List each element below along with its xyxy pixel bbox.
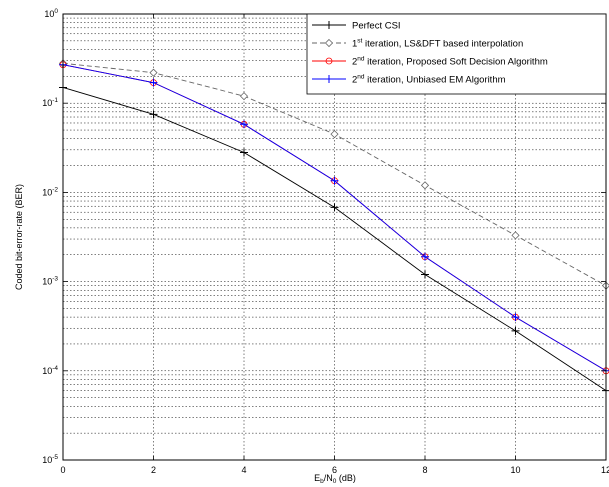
- data-point: [149, 68, 158, 77]
- data-point: [421, 252, 429, 261]
- legend-label: 2nd iteration, Unbiased EM Algorithm: [352, 74, 506, 86]
- legend-marker: [325, 75, 333, 83]
- axis-ticks: 0 2 4 6 8 10 12 10-5 10-4 10-3 10-2 10-1 100: [42, 8, 609, 475]
- legend-marker: [325, 21, 333, 29]
- legend-label: 1st iteration, LS&DFT based interpolatio…: [352, 38, 523, 50]
- data-point: [149, 110, 158, 119]
- y-tick-label: 100: [44, 8, 58, 19]
- data-point: [511, 231, 520, 240]
- legend: Perfect CSI 1st iteration, LS&DFT based i…: [306, 13, 607, 95]
- y-tick-label: 10-1: [42, 97, 58, 108]
- legend-item-1: 1st iteration, LS&DFT based interpolatio…: [312, 38, 523, 50]
- x-tick-label: 2: [151, 465, 156, 475]
- x-tick-label: 6: [332, 465, 337, 475]
- legend-marker: [324, 38, 334, 48]
- legend-item-0: Perfect CSI: [312, 21, 401, 32]
- data-point: [421, 270, 429, 279]
- data-point: [240, 120, 248, 129]
- data-point: [240, 148, 248, 157]
- x-tick-label: 4: [241, 465, 246, 475]
- data-point: [330, 176, 339, 185]
- legend-item-3: 2nd iteration, Unbiased EM Algorithm: [312, 74, 506, 86]
- legend-box: [306, 13, 607, 95]
- legend-item-2: 2nd iteration, Proposed Soft Decision Al…: [312, 56, 548, 68]
- y-tick-label: 10-2: [42, 186, 58, 197]
- y-axis-label: Coded bit-error-rate (BER): [14, 184, 24, 290]
- y-tick-label: 10-4: [42, 365, 58, 376]
- legend-label: 2nd iteration, Proposed Soft Decision Al…: [352, 56, 548, 68]
- x-axis-label: Eb/N0 (dB): [314, 473, 356, 485]
- y-tick-label: 10-3: [42, 276, 58, 287]
- legend-items: Perfect CSI 1st iteration, LS&DFT based i…: [312, 21, 548, 86]
- data-point: [330, 130, 339, 139]
- y-tick-label: 10-5: [42, 454, 58, 465]
- data-point: [330, 203, 339, 212]
- legend-label: Perfect CSI: [352, 21, 401, 32]
- x-tick-label: 12: [601, 465, 609, 475]
- legend-marker: [325, 57, 333, 65]
- series-group: [58, 59, 609, 395]
- x-tick-label: 0: [60, 465, 65, 475]
- data-point: [511, 313, 520, 322]
- x-tick-label: 10: [510, 465, 520, 475]
- x-tick-label: 8: [422, 465, 427, 475]
- data-point: [420, 181, 430, 190]
- data-point: [239, 92, 249, 101]
- series-0: [59, 83, 609, 395]
- data-point: [511, 326, 520, 335]
- data-point: [149, 78, 158, 87]
